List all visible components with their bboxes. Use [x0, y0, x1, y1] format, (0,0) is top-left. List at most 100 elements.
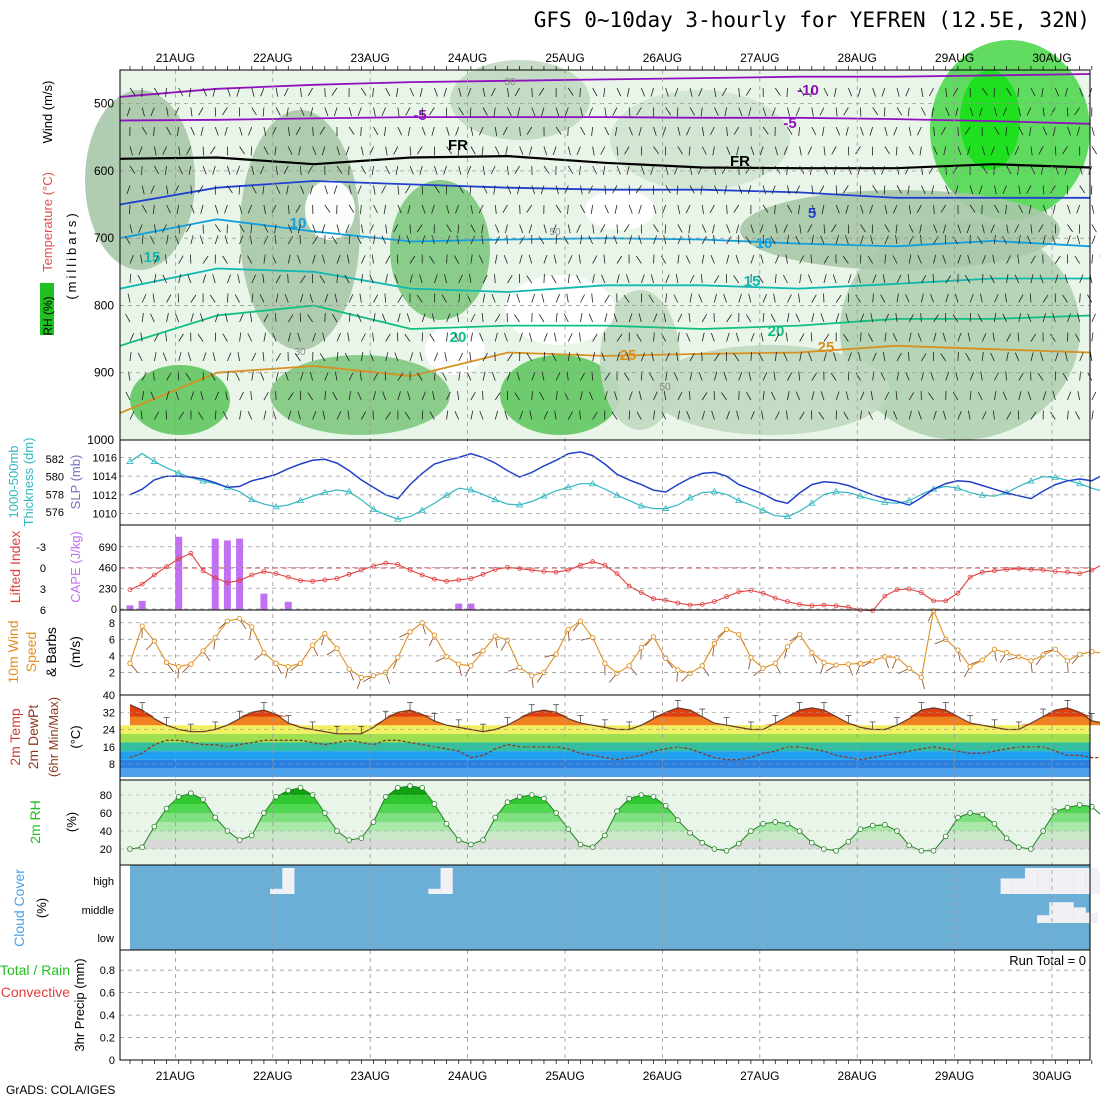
wind-barb	[225, 313, 228, 323]
wind-barb	[774, 87, 781, 96]
thickness-point	[954, 484, 962, 491]
wind-barb	[502, 204, 508, 214]
wind-barb	[636, 107, 642, 116]
wind-barb	[685, 204, 691, 214]
wind-barb	[298, 146, 301, 156]
wind-barb	[653, 204, 657, 214]
wind-barb	[407, 126, 411, 136]
wind-barb	[504, 410, 508, 420]
wind-barb	[494, 204, 497, 214]
slp-tick-label: 1016	[93, 452, 117, 464]
wind-barb	[711, 410, 715, 420]
wind-barb	[994, 204, 1000, 213]
wind-barb	[153, 126, 155, 137]
wind-barb	[860, 410, 862, 420]
wind-barb	[373, 391, 376, 401]
lifted-index-point	[918, 590, 924, 595]
date-label-top: 21AUG	[156, 51, 195, 65]
thickness-point	[540, 492, 548, 499]
wind-barb	[994, 107, 998, 117]
rh-point	[431, 801, 438, 807]
wind-barb	[896, 107, 903, 116]
wind-barb	[688, 313, 691, 323]
wind-barb	[952, 87, 959, 96]
wind-barb	[613, 313, 618, 323]
wind-barb	[798, 371, 801, 381]
wind-barb	[990, 146, 995, 156]
wind-barb	[881, 87, 886, 97]
rh-point	[139, 844, 145, 850]
wind-barb	[514, 392, 520, 401]
wind-barb	[324, 293, 329, 303]
wind-barb	[409, 255, 416, 264]
wind-barb	[458, 87, 462, 97]
lifted-index-point	[200, 568, 206, 574]
wind-barb	[677, 254, 680, 264]
wind-barb	[1002, 313, 1007, 323]
wind-barb	[470, 235, 476, 245]
wind-barb	[185, 224, 192, 233]
lifted-index-point	[736, 589, 742, 595]
rh-point	[297, 784, 304, 791]
wind-barb	[895, 224, 898, 234]
lifted-index-point	[456, 577, 462, 583]
wind-barb	[260, 372, 265, 381]
wind-barb	[920, 293, 924, 303]
wind-barb	[372, 165, 374, 175]
wind-barb	[251, 165, 255, 175]
rh-point	[1064, 804, 1071, 811]
wind-barb	[689, 185, 695, 194]
wind-speed-point	[626, 663, 632, 669]
rh-point	[614, 808, 620, 814]
wind-barb	[1006, 352, 1009, 362]
wind-barb	[397, 204, 402, 214]
wind-barb	[872, 293, 874, 303]
wind-barb	[628, 235, 633, 245]
wind-barb	[710, 255, 715, 264]
wind-barb	[677, 235, 682, 245]
lifted-index-point	[760, 590, 766, 596]
rh-shade-2	[390, 180, 490, 320]
wind-barb	[202, 255, 209, 264]
wind-barb	[344, 274, 350, 284]
wind-barb	[312, 126, 314, 137]
wind-barb	[176, 126, 180, 136]
wind-barb	[385, 411, 391, 420]
cloud-cell	[282, 868, 295, 894]
wind-barb	[638, 235, 642, 245]
wind-barb	[616, 274, 620, 284]
dewpoint-line	[129, 739, 1100, 761]
date-label-top: 30AUG	[1032, 51, 1071, 65]
wind-barb	[543, 224, 547, 234]
wind-barb	[774, 146, 778, 156]
wind-barb	[604, 235, 608, 245]
wind-barb	[507, 293, 511, 303]
wind-barb	[1062, 372, 1068, 381]
temp-tick-label: 16	[103, 742, 115, 754]
wind-barb	[127, 293, 131, 303]
wind-barb	[847, 165, 852, 175]
wind-speed-point	[687, 670, 693, 676]
cape-bar	[284, 601, 292, 610]
wind-barb	[369, 352, 374, 362]
wind-barb	[214, 224, 221, 233]
wind-barb	[517, 185, 520, 195]
lifted-index-point	[249, 572, 255, 578]
wind-barb	[129, 146, 133, 156]
lifted-index-point	[468, 576, 474, 581]
wind-barb	[224, 235, 228, 245]
wind-barb	[470, 313, 476, 323]
wind-barb	[580, 204, 586, 214]
lifted-index-point	[833, 603, 839, 609]
wind-barb	[700, 185, 703, 195]
rh-point	[942, 833, 949, 840]
wind-barb	[458, 274, 463, 284]
wind-barb	[726, 204, 728, 215]
wind-barb	[259, 165, 265, 175]
wind-barb	[1064, 352, 1068, 362]
wind-speed-point	[1028, 658, 1034, 664]
wind-barb	[860, 332, 862, 342]
thickness-point	[661, 504, 670, 511]
wind-barb	[1018, 126, 1024, 136]
wind-barb	[787, 235, 789, 245]
